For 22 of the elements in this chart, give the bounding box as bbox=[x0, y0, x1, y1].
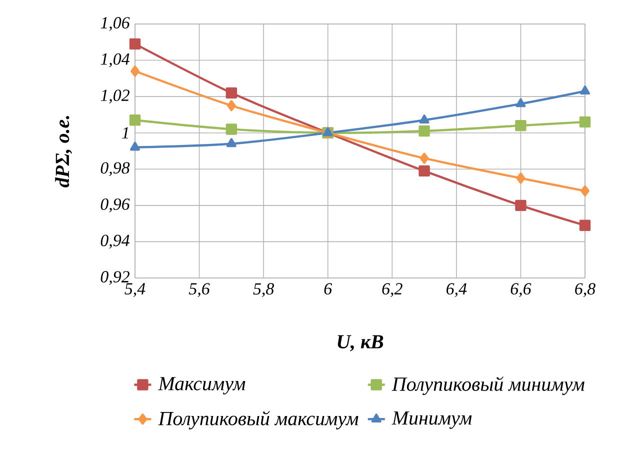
legend-label: Полупиковый минимум bbox=[392, 376, 584, 395]
y-tick-label: 0,98 bbox=[100, 162, 130, 176]
y-axis-title: dPΣ, о.е. bbox=[55, 116, 72, 188]
x-tick-label: 5,4 bbox=[124, 283, 146, 297]
x-axis-title: U, кВ bbox=[338, 335, 384, 352]
x-tick-label: 6 bbox=[324, 283, 332, 295]
y-tick-label: 0,92 bbox=[100, 271, 130, 285]
legend-label: Минимум bbox=[392, 411, 472, 429]
y-tick-label: 1 bbox=[122, 127, 128, 138]
x-tick-label: 6,2 bbox=[382, 283, 402, 297]
x-tick-label: 5,8 bbox=[253, 283, 274, 298]
x-tick-label: 6,6 bbox=[510, 283, 532, 297]
y-tick-label: 0,96 bbox=[100, 198, 130, 212]
y-tick-label: 1,02 bbox=[100, 90, 130, 104]
x-tick-label: 6,8 bbox=[575, 283, 596, 298]
x-tick-label: 5,6 bbox=[188, 283, 210, 297]
y-tick-label: 0,94 bbox=[100, 234, 130, 249]
legend-label: Максимум bbox=[158, 377, 246, 394]
y-tick-label: 1,04 bbox=[100, 53, 130, 68]
y-tick-label: 1,06 bbox=[100, 17, 130, 31]
legend-label: Полупиковый максимум bbox=[158, 410, 358, 430]
x-tick-label: 6,4 bbox=[446, 283, 467, 297]
